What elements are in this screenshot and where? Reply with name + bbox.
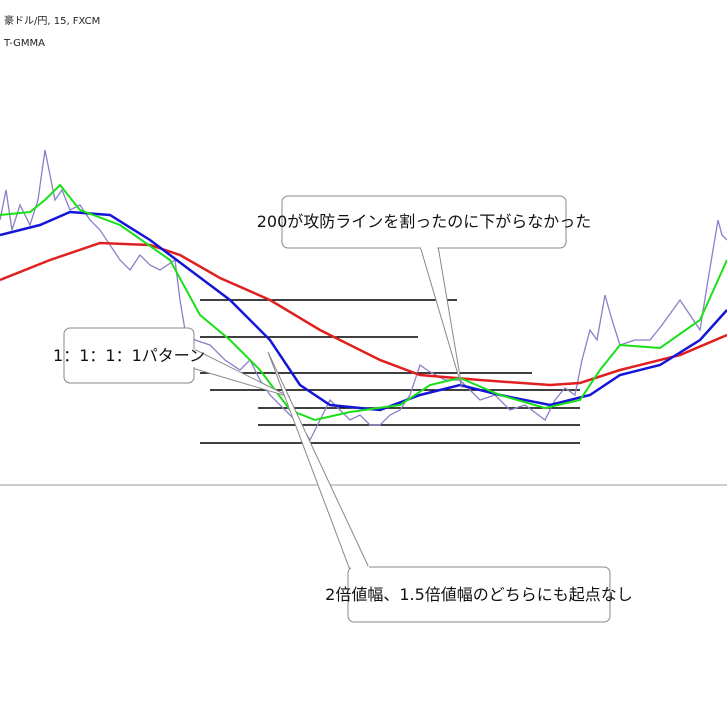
callout-box <box>347 566 611 623</box>
callout: 1：1：1：1パターン <box>53 327 291 398</box>
callout: 200が攻防ラインを割ったのに下がらなかった <box>257 195 592 389</box>
level-lines <box>200 299 580 444</box>
price <box>0 149 727 442</box>
callout-text: 200が攻防ラインを割ったのに下がらなかった <box>257 212 592 231</box>
callout: 2倍値幅、1.5倍値幅のどちらにも起点なし <box>267 351 633 623</box>
ma-mid <box>0 210 727 412</box>
callout-text: 2倍値幅、1.5倍値幅のどちらにも起点なし <box>325 585 633 604</box>
callout-text: 1：1：1：1パターン <box>53 346 205 365</box>
symbol-label: 豪ドル/円, 15, FXCM <box>4 14 100 27</box>
indicator-label: T-GMMA <box>3 38 45 49</box>
ma-short <box>0 183 727 422</box>
ma-long <box>0 241 727 387</box>
